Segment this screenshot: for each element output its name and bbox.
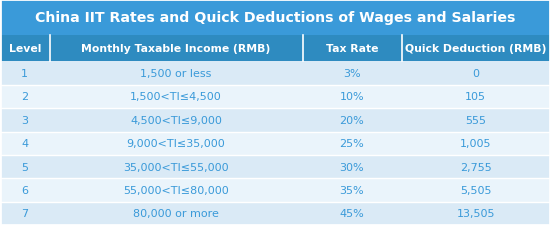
Text: 4: 4 bbox=[21, 139, 28, 148]
Bar bbox=[0, 202, 550, 225]
Text: 2: 2 bbox=[21, 92, 28, 102]
Bar bbox=[0, 132, 550, 155]
Text: 55,000<TI≤80,000: 55,000<TI≤80,000 bbox=[123, 185, 229, 195]
Text: 1,500<TI≤4,500: 1,500<TI≤4,500 bbox=[130, 92, 222, 102]
Text: 20%: 20% bbox=[340, 115, 364, 125]
Text: 3: 3 bbox=[21, 115, 28, 125]
Text: 10%: 10% bbox=[340, 92, 364, 102]
Text: 1,005: 1,005 bbox=[460, 139, 492, 148]
Text: 35,000<TI≤55,000: 35,000<TI≤55,000 bbox=[123, 162, 229, 172]
Bar bbox=[0, 62, 550, 85]
Text: 25%: 25% bbox=[340, 139, 364, 148]
Text: 1,500 or less: 1,500 or less bbox=[140, 69, 212, 79]
Text: 5,505: 5,505 bbox=[460, 185, 492, 195]
Text: 30%: 30% bbox=[340, 162, 364, 172]
Bar bbox=[0, 155, 550, 178]
Bar bbox=[50, 36, 302, 62]
Bar bbox=[0, 85, 550, 109]
Text: 13,505: 13,505 bbox=[456, 208, 495, 218]
Text: Monthly Taxable Income (RMB): Monthly Taxable Income (RMB) bbox=[81, 44, 271, 54]
Text: China IIT Rates and Quick Deductions of Wages and Salaries: China IIT Rates and Quick Deductions of … bbox=[35, 11, 515, 25]
Bar bbox=[302, 36, 402, 62]
Text: 555: 555 bbox=[465, 115, 486, 125]
Text: 80,000 or more: 80,000 or more bbox=[133, 208, 219, 218]
Bar bbox=[402, 36, 550, 62]
Bar bbox=[0, 109, 550, 132]
Text: 35%: 35% bbox=[340, 185, 364, 195]
Text: 45%: 45% bbox=[340, 208, 364, 218]
Text: 4,500<TI≤9,000: 4,500<TI≤9,000 bbox=[130, 115, 222, 125]
Text: 105: 105 bbox=[465, 92, 486, 102]
Text: 3%: 3% bbox=[343, 69, 361, 79]
Bar bbox=[0, 36, 50, 62]
Bar bbox=[0, 0, 550, 36]
Text: Tax Rate: Tax Rate bbox=[326, 44, 378, 54]
Text: Level: Level bbox=[9, 44, 41, 54]
Text: 7: 7 bbox=[21, 208, 28, 218]
Bar bbox=[0, 178, 550, 202]
Text: 1: 1 bbox=[21, 69, 28, 79]
Text: 5: 5 bbox=[21, 162, 28, 172]
Text: 2,755: 2,755 bbox=[460, 162, 492, 172]
Text: 6: 6 bbox=[21, 185, 28, 195]
Text: 0: 0 bbox=[472, 69, 479, 79]
Text: 9,000<TI≤35,000: 9,000<TI≤35,000 bbox=[126, 139, 226, 148]
Text: Quick Deduction (RMB): Quick Deduction (RMB) bbox=[405, 44, 547, 54]
